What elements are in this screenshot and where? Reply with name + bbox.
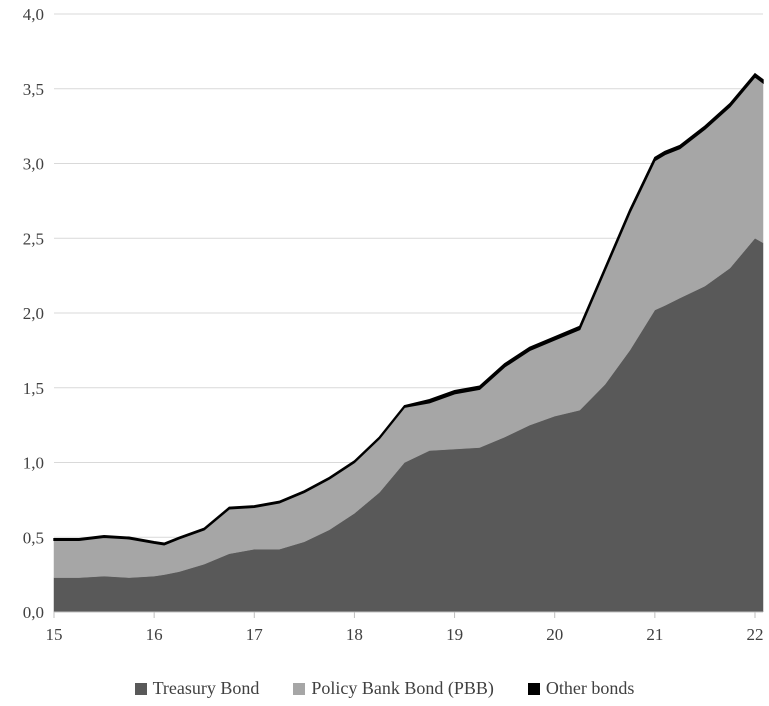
stacked-area-chart: 0,0 0,5 1,0 1,5 2,0 2,5 3,0 3,5 4,0 15 16 17 18 19 20 2…	[23, 5, 764, 644]
y-tick-label: 2,5	[23, 229, 44, 248]
area-series-3	[53, 72, 764, 546]
gridlines	[54, 13, 763, 538]
axes: 0,0 0,5 1,0 1,5 2,0 2,5 3,0 3,5 4,0 15 16 17 18 19 20 2…	[23, 5, 764, 644]
x-tick-label: 16	[146, 625, 163, 644]
x-tick-label: 20	[546, 625, 563, 644]
y-tick-label: 4,0	[23, 5, 44, 24]
legend: Treasury Bond Policy Bank Bond (PBB) Oth…	[0, 678, 769, 699]
x-tick-label: 22	[746, 625, 763, 644]
legend-swatch-treasury	[134, 682, 147, 695]
legend-swatch-pbb	[293, 682, 306, 695]
x-tick-label: 19	[446, 625, 463, 644]
legend-item-other: Other bonds	[527, 678, 635, 699]
legend-item-pbb: Policy Bank Bond (PBB)	[293, 678, 494, 699]
legend-label-treasury: Treasury Bond	[152, 678, 260, 698]
x-tick-label: 17	[246, 625, 264, 644]
y-tick-label: 3,0	[23, 155, 44, 174]
y-tick-label: 0,0	[23, 603, 44, 622]
legend-item-treasury: Treasury Bond	[134, 678, 260, 699]
x-tick-label: 18	[346, 625, 363, 644]
y-tick-label: 1,0	[23, 454, 44, 473]
y-tick-label: 3,5	[23, 80, 44, 99]
y-tick-label: 1,5	[23, 379, 44, 398]
legend-label-other: Other bonds	[545, 678, 635, 698]
x-tick-label: 15	[46, 625, 63, 644]
area-layer	[53, 72, 764, 613]
y-tick-label: 2,0	[23, 304, 44, 323]
legend-swatch-other	[527, 682, 540, 695]
x-tick-label: 21	[646, 625, 663, 644]
legend-label-pbb: Policy Bank Bond (PBB)	[311, 678, 494, 698]
y-tick-label: 0,5	[23, 528, 44, 547]
